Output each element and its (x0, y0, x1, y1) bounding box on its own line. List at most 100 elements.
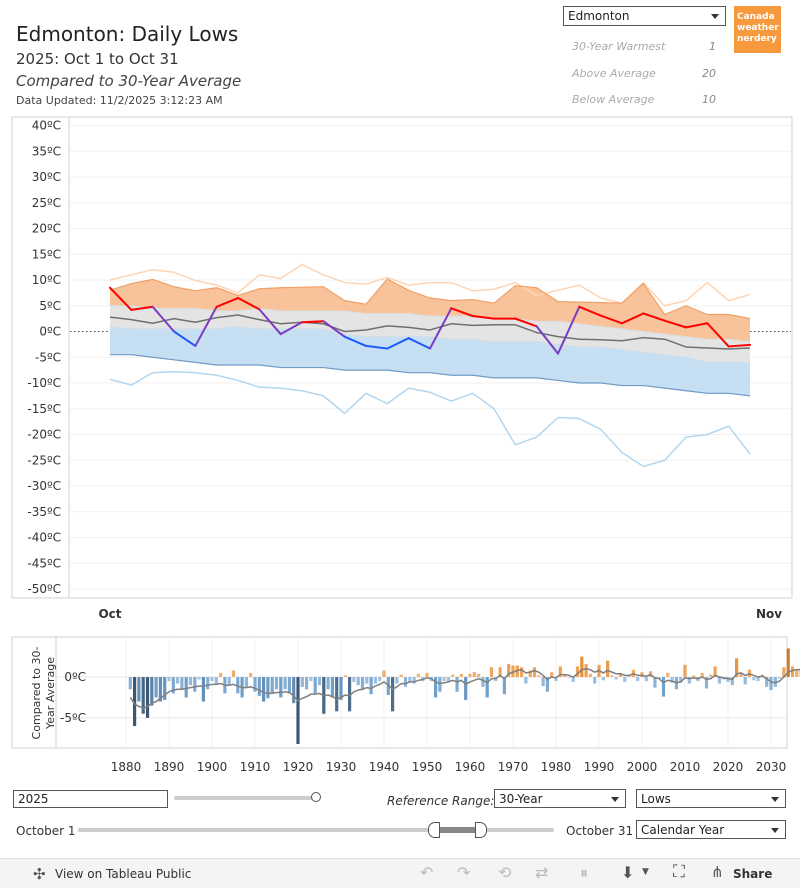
anomaly-bar (365, 677, 368, 684)
anomaly-bar (146, 677, 149, 718)
anomaly-bar (451, 675, 454, 677)
share-button[interactable]: Share (733, 867, 772, 881)
anomaly-x-tick-label: 1880 (111, 760, 142, 774)
tableau-logo-icon: ✣ (33, 865, 46, 883)
anomaly-bar (189, 677, 192, 685)
anomaly-bar (357, 677, 360, 685)
anomaly-bar (266, 677, 269, 698)
anomaly-bar (623, 677, 626, 682)
anomaly-bar (636, 677, 639, 681)
anomaly-bar (718, 677, 721, 684)
anomaly-x-tick-label: 1890 (154, 760, 185, 774)
anomaly-y-tick-label: -5ºC (60, 711, 86, 725)
anomaly-bar (709, 675, 712, 677)
revert-icon[interactable]: ⟲ (498, 863, 511, 882)
anomaly-x-tick-label: 1970 (498, 760, 529, 774)
anomaly-bar (361, 677, 364, 689)
chevron-down-icon (771, 828, 779, 833)
anomaly-x-tick-label: 1930 (326, 760, 357, 774)
reference-range-select[interactable]: 30-Year (494, 789, 626, 808)
anomaly-bar (344, 675, 347, 677)
anomaly-bar (137, 677, 140, 702)
date-range-end-handle[interactable] (475, 822, 487, 838)
chevron-down-icon (771, 797, 779, 802)
anomaly-bar (391, 677, 394, 711)
anomaly-bar (593, 677, 596, 684)
anomaly-bar (262, 677, 265, 702)
anomaly-bar (318, 677, 321, 685)
anomaly-bar (563, 675, 566, 677)
anomaly-bar (288, 677, 291, 693)
download-icon[interactable]: ⬇ (621, 863, 634, 882)
redo-icon[interactable]: ↷ (457, 863, 470, 882)
anomaly-bar (417, 674, 420, 677)
date-range-start-handle[interactable] (428, 822, 440, 838)
anomaly-bar (150, 677, 153, 706)
anomaly-bar (249, 673, 252, 677)
anomaly-bar (378, 677, 381, 681)
anomaly-bar (477, 674, 480, 677)
anomaly-bar (129, 677, 132, 689)
anomaly-bar (520, 667, 523, 677)
anomaly-bar (219, 673, 222, 677)
tableau-toolbar: ✣ View on Tableau Public ↶ ↷ ⟲ ⇄ ⏸ ⬇ ▼ ⛶… (0, 858, 800, 888)
anomaly-bar (370, 677, 373, 694)
anomaly-bar (666, 673, 669, 677)
anomaly-x-tick-label: 1990 (584, 760, 615, 774)
anomaly-bar (589, 674, 592, 677)
anomaly-bar (327, 677, 330, 689)
reference-range-value: 30-Year (499, 792, 543, 806)
undo-icon[interactable]: ↶ (420, 863, 433, 882)
year-slider-track[interactable] (174, 796, 316, 800)
anomaly-bar (443, 677, 446, 681)
year-input-value: 2025 (18, 792, 49, 806)
chevron-down-icon (611, 797, 619, 802)
pause-icon[interactable]: ⏸ (580, 863, 588, 883)
view-on-tableau-link[interactable]: View on Tableau Public (55, 867, 191, 881)
anomaly-x-tick-label: 1900 (197, 760, 228, 774)
anomaly-bar (425, 673, 428, 677)
anomaly-bar (284, 677, 287, 689)
chevron-down-icon: ▼ (642, 867, 649, 877)
anomaly-bar (292, 677, 295, 703)
anomaly-bar (245, 677, 248, 687)
year-input[interactable]: 2025 (13, 790, 168, 808)
anomaly-bar (692, 675, 695, 677)
anomaly-bar (228, 677, 231, 685)
share-icon[interactable]: ⋔ (711, 863, 724, 881)
anomaly-bar (752, 677, 755, 680)
anomaly-x-tick-label: 1920 (283, 760, 314, 774)
measure-select-value: Lows (641, 792, 671, 806)
anomaly-bar (404, 677, 407, 687)
anomaly-bar (301, 677, 304, 687)
anomaly-bar (585, 664, 588, 677)
anomaly-bar (296, 677, 299, 744)
anomaly-bar (206, 677, 209, 689)
anomaly-bar (567, 677, 570, 678)
anomaly-bar (460, 674, 463, 677)
anomaly-bar (473, 672, 476, 677)
anomaly-bar (232, 671, 235, 678)
anomaly-x-tick-label: 2030 (756, 760, 787, 774)
anomaly-bar (176, 677, 179, 684)
reference-range-label: Reference Range: (387, 794, 494, 808)
anomaly-bar (662, 677, 665, 697)
anomaly-bar (202, 677, 205, 702)
anomaly-bar (275, 677, 278, 689)
year-slider-thumb[interactable] (311, 792, 321, 802)
anomaly-ylabel-line-2: Year Average (44, 657, 57, 730)
anomaly-bar (434, 677, 437, 697)
anomaly-bar (606, 661, 609, 677)
anomaly-bar (744, 677, 747, 684)
refresh-icon[interactable]: ⇄ (535, 863, 548, 882)
anomaly-bar (331, 677, 334, 697)
anomaly-bar (464, 677, 467, 700)
anomaly-bar (305, 677, 308, 689)
anomaly-bar (155, 677, 158, 697)
measure-select[interactable]: Lows (636, 789, 786, 808)
anomaly-ylabel-line-1: Compared to 30- (30, 647, 43, 740)
fullscreen-icon[interactable]: ⛶ (673, 862, 685, 882)
anomaly-chart: Compared to 30- Year Average 0ºC-5ºC 188… (0, 0, 800, 780)
anomaly-bar (167, 677, 170, 681)
period-select[interactable]: Calendar Year (636, 820, 786, 839)
